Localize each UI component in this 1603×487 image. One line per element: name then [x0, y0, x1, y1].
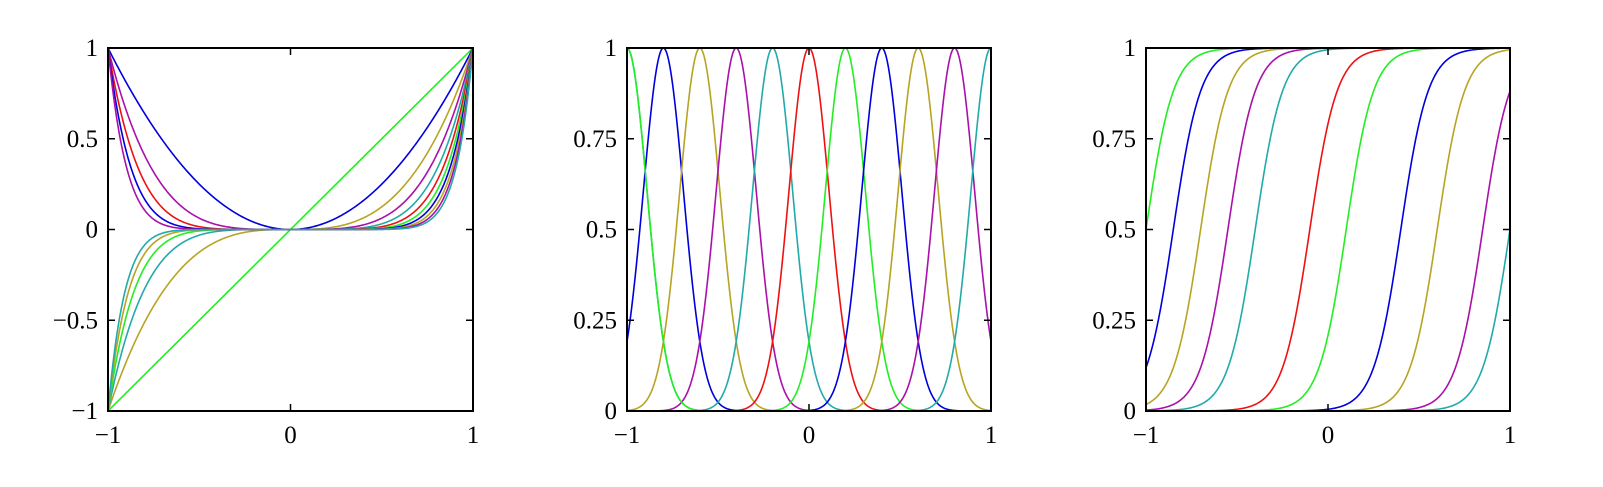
series-line-5 [627, 48, 991, 411]
y-tick-label: 0.5 [67, 126, 98, 153]
y-tick-label: 1 [605, 35, 618, 62]
y-tick-label: 1 [86, 35, 99, 62]
panel-sigmoid-functions: −1 0 100.250.50.751 [1092, 35, 1516, 449]
series-line-3 [627, 48, 991, 411]
series-line-5 [108, 48, 473, 231]
series-line-7 [627, 48, 991, 411]
y-tick-label: 0.75 [573, 126, 617, 153]
series-line-8 [627, 48, 991, 411]
curves [1146, 48, 1510, 411]
series-line-9 [1146, 90, 1510, 411]
y-tick-label: −0.5 [53, 307, 98, 334]
series-line-11 [627, 48, 991, 411]
series-line-6 [627, 48, 991, 411]
y-tick-label: 0.5 [1105, 217, 1136, 244]
series-line-10 [108, 48, 473, 411]
series-line-1 [1146, 48, 1510, 369]
series-line-4 [627, 48, 991, 411]
y-tick-label: 0.5 [586, 217, 617, 244]
series-line-3 [108, 48, 473, 231]
y-tick-label: 0.25 [573, 307, 617, 334]
series-line-2 [627, 48, 991, 411]
x-tick-label: 1 [985, 422, 998, 449]
x-tick-label: −1 [614, 422, 641, 449]
y-tick-label: 0 [1124, 398, 1137, 425]
series-line-10 [627, 48, 991, 411]
series-line-1 [627, 48, 991, 411]
y-tick-label: 1 [1124, 35, 1137, 62]
y-tick-label: −1 [71, 398, 98, 425]
series-line-9 [627, 48, 991, 411]
y-tick-label: 0.25 [1092, 307, 1136, 334]
series-line-7 [108, 48, 473, 231]
y-tick-label: 0.75 [1092, 126, 1136, 153]
series-line-9 [108, 48, 473, 231]
series-line-0 [1146, 48, 1510, 231]
panel-gaussian-functions: −1 0 100.250.50.751 [573, 35, 997, 449]
x-tick-label: 0 [1322, 422, 1335, 449]
x-tick-label: 0 [803, 422, 816, 449]
x-tick-label: 1 [1504, 422, 1517, 449]
series-line-1 [108, 48, 473, 231]
curves [108, 48, 473, 411]
y-tick-label: 0 [86, 217, 99, 244]
x-tick-label: 1 [467, 422, 480, 449]
series-line-2 [1146, 48, 1510, 406]
series-line-0 [627, 48, 991, 411]
panel-power-functions: −1 0 1 −1 −0.5 0 0.5 1 [53, 35, 480, 449]
y-tick-label: 0 [605, 398, 618, 425]
curves [627, 48, 991, 411]
series-line-10 [1146, 228, 1510, 411]
x-tick-label: −1 [1133, 422, 1160, 449]
x-tick-label: 0 [284, 422, 297, 449]
plot-frame [626, 47, 992, 412]
x-tick-label: −1 [95, 422, 122, 449]
